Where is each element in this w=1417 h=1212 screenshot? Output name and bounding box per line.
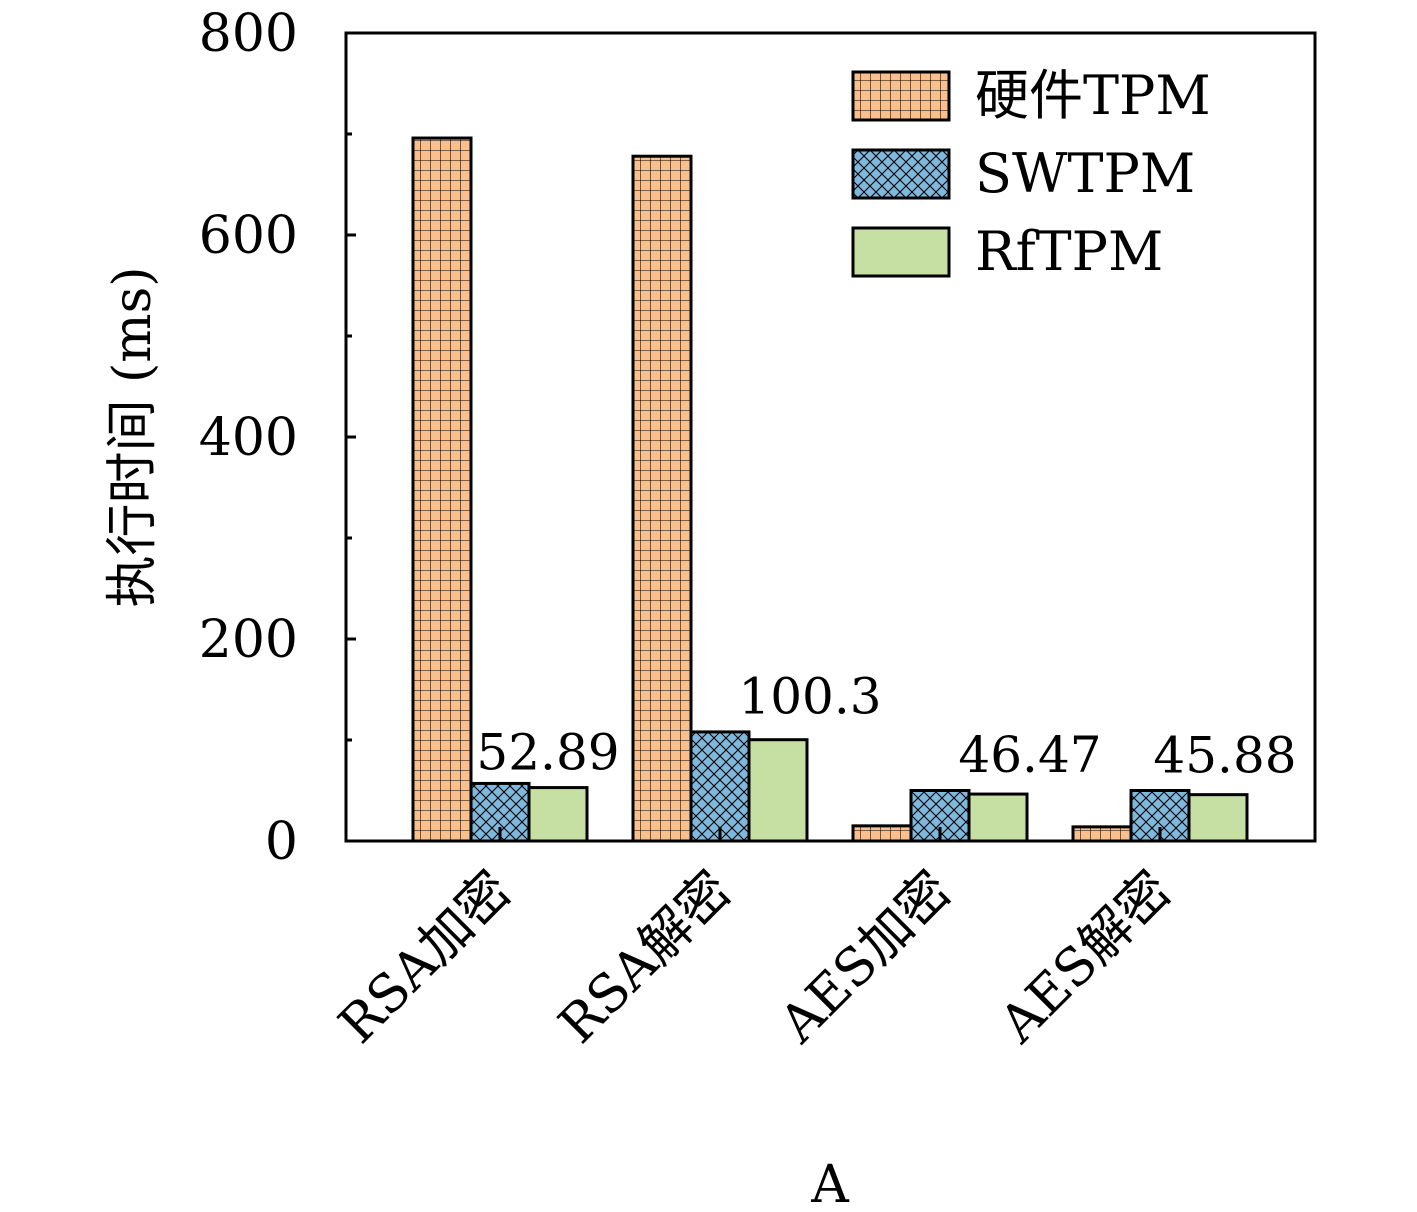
data-label-AES解密: 45.88: [1153, 727, 1296, 785]
x-tick-label-AES解密: AES解密: [988, 860, 1183, 1055]
bar-硬件TPM-AES加密: [851, 824, 913, 843]
y-tick-label-0: 0: [265, 812, 298, 872]
legend-swatch-硬件TPM: [851, 70, 951, 122]
y-tick-label-600: 600: [199, 206, 298, 266]
data-labels-layer: 52.89 100.3 46.47 45.88: [476, 668, 1296, 785]
y-tick-label-800: 800: [199, 4, 298, 64]
x-tick-label-AES加密: AES加密: [768, 860, 963, 1055]
legend: 硬件TPM SWTPM RfTPM: [851, 64, 1211, 283]
bar-硬件TPM-RSA加密: [411, 136, 473, 843]
legend-swatch-SWTPM: [851, 148, 951, 200]
bar-RfTPM-AES解密: [1187, 793, 1249, 843]
legend-swatch-RfTPM: [851, 226, 951, 278]
bar-硬件TPM-RSA解密: [631, 154, 693, 843]
bar-RfTPM-AES加密: [967, 792, 1029, 843]
legend-label-硬件TPM: 硬件TPM: [975, 64, 1211, 127]
y-tick-label-200: 200: [199, 610, 298, 670]
bar-RfTPM-RSA解密: [747, 738, 809, 843]
x-tick-label-RSA加密: RSA加密: [328, 860, 523, 1055]
legend-label-SWTPM: SWTPM: [975, 142, 1195, 205]
y-axis-title: 执行时间 (ms): [103, 266, 163, 607]
data-label-AES加密: 46.47: [958, 726, 1101, 784]
data-label-RSA加密: 52.89: [476, 724, 619, 782]
bar-RfTPM-RSA加密: [527, 786, 589, 843]
x-axis-title: A: [810, 1155, 850, 1212]
y-tick-label-400: 400: [199, 408, 298, 468]
x-tick-label-RSA解密: RSA解密: [548, 860, 743, 1055]
data-label-RSA解密: 100.3: [738, 668, 881, 726]
bar-硬件TPM-AES解密: [1071, 825, 1133, 843]
legend-label-RfTPM: RfTPM: [975, 220, 1163, 283]
bars-layer: [411, 136, 1249, 843]
bar-SWTPM-RSA解密: [689, 730, 751, 843]
